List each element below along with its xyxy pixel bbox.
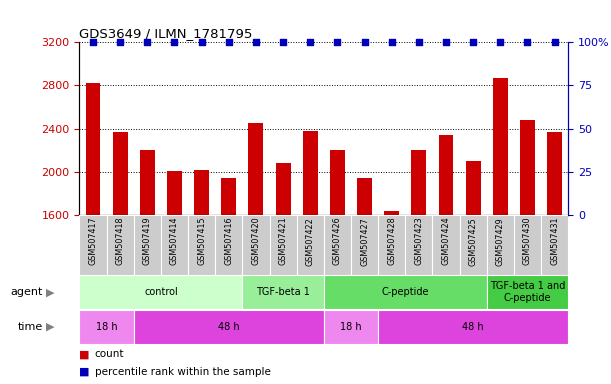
Point: [522, 39, 532, 45]
Text: GSM507421: GSM507421: [279, 217, 288, 265]
Bar: [303, 131, 318, 215]
Bar: [384, 211, 399, 215]
Bar: [86, 83, 100, 215]
Text: GDS3649 / ILMN_1781795: GDS3649 / ILMN_1781795: [79, 26, 253, 40]
Bar: [194, 170, 209, 215]
Text: time: time: [18, 322, 43, 332]
Point: [387, 39, 397, 45]
Text: GSM507431: GSM507431: [550, 217, 559, 265]
Bar: [249, 123, 263, 215]
Text: ■: ■: [79, 366, 90, 377]
Text: control: control: [144, 287, 178, 297]
Bar: [378, 215, 405, 275]
Bar: [79, 310, 134, 344]
Text: 48 h: 48 h: [463, 322, 484, 332]
Text: GSM507429: GSM507429: [496, 217, 505, 266]
Point: [278, 39, 288, 45]
Text: GSM507426: GSM507426: [333, 217, 342, 265]
Text: ▶: ▶: [46, 322, 54, 332]
Point: [306, 39, 315, 45]
Bar: [276, 163, 291, 215]
Text: GSM507430: GSM507430: [523, 217, 532, 265]
Bar: [79, 275, 243, 309]
Point: [224, 39, 233, 45]
Text: GSM507420: GSM507420: [252, 217, 260, 265]
Bar: [106, 215, 134, 275]
Text: percentile rank within the sample: percentile rank within the sample: [95, 366, 271, 377]
Text: agent: agent: [10, 287, 43, 297]
Point: [88, 39, 98, 45]
Bar: [269, 215, 297, 275]
Bar: [188, 215, 215, 275]
Bar: [297, 215, 324, 275]
Text: GSM507419: GSM507419: [143, 217, 152, 265]
Point: [550, 39, 560, 45]
Bar: [514, 215, 541, 275]
Text: 18 h: 18 h: [96, 322, 117, 332]
Bar: [405, 215, 433, 275]
Point: [251, 39, 261, 45]
Bar: [459, 215, 487, 275]
Bar: [221, 178, 236, 215]
Text: 18 h: 18 h: [340, 322, 362, 332]
Bar: [547, 132, 562, 215]
Point: [197, 39, 207, 45]
Bar: [357, 178, 372, 215]
Text: GSM507424: GSM507424: [442, 217, 450, 265]
Bar: [520, 120, 535, 215]
Bar: [134, 310, 324, 344]
Bar: [324, 310, 378, 344]
Text: count: count: [95, 349, 124, 359]
Text: GSM507423: GSM507423: [414, 217, 423, 265]
Bar: [466, 161, 481, 215]
Bar: [330, 150, 345, 215]
Point: [170, 39, 180, 45]
Point: [332, 39, 342, 45]
Bar: [243, 275, 324, 309]
Text: GSM507414: GSM507414: [170, 217, 179, 265]
Point: [496, 39, 505, 45]
Text: GSM507427: GSM507427: [360, 217, 369, 266]
Bar: [134, 215, 161, 275]
Text: C-peptide: C-peptide: [381, 287, 429, 297]
Text: GSM507416: GSM507416: [224, 217, 233, 265]
Bar: [487, 215, 514, 275]
Bar: [487, 275, 568, 309]
Point: [115, 39, 125, 45]
Text: 48 h: 48 h: [218, 322, 240, 332]
Text: GSM507415: GSM507415: [197, 217, 206, 265]
Bar: [351, 215, 378, 275]
Point: [360, 39, 370, 45]
Text: TGF-beta 1: TGF-beta 1: [256, 287, 310, 297]
Text: TGF-beta 1 and
C-peptide: TGF-beta 1 and C-peptide: [490, 281, 565, 303]
Text: GSM507418: GSM507418: [115, 217, 125, 265]
Text: ▶: ▶: [46, 287, 54, 297]
Bar: [215, 215, 243, 275]
Bar: [243, 215, 269, 275]
Bar: [541, 215, 568, 275]
Bar: [79, 215, 106, 275]
Bar: [112, 132, 128, 215]
Text: GSM507422: GSM507422: [306, 217, 315, 266]
Bar: [324, 215, 351, 275]
Text: GSM507428: GSM507428: [387, 217, 396, 265]
Bar: [167, 171, 182, 215]
Bar: [433, 215, 459, 275]
Point: [414, 39, 424, 45]
Text: GSM507425: GSM507425: [469, 217, 478, 266]
Point: [468, 39, 478, 45]
Text: GSM507417: GSM507417: [89, 217, 98, 265]
Bar: [161, 215, 188, 275]
Bar: [439, 135, 453, 215]
Bar: [411, 150, 426, 215]
Bar: [378, 310, 568, 344]
Bar: [493, 78, 508, 215]
Point: [441, 39, 451, 45]
Point: [142, 39, 152, 45]
Text: ■: ■: [79, 349, 90, 359]
Bar: [324, 275, 487, 309]
Bar: [140, 150, 155, 215]
